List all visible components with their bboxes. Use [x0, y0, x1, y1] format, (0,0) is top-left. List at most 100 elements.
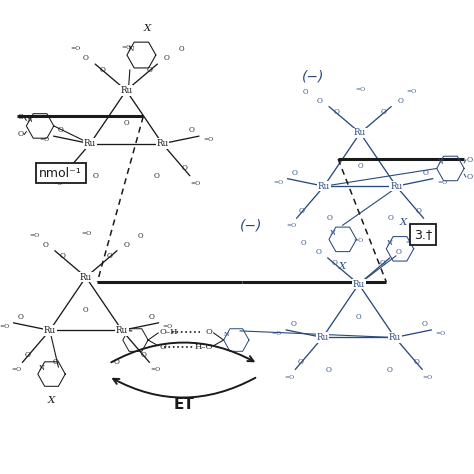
Text: O: O	[178, 45, 184, 53]
Text: X: X	[339, 262, 346, 271]
Text: O: O	[356, 313, 362, 321]
Text: =O: =O	[0, 324, 9, 329]
Text: O: O	[182, 164, 187, 172]
Text: O: O	[333, 108, 339, 116]
Text: =O: =O	[12, 367, 22, 373]
Text: O: O	[154, 172, 160, 180]
Text: O: O	[25, 351, 31, 359]
Text: O: O	[332, 259, 338, 267]
Text: =O: =O	[406, 89, 416, 94]
Text: O: O	[397, 97, 403, 105]
Text: =O: =O	[437, 180, 447, 185]
Text: O: O	[466, 173, 472, 181]
Text: O: O	[327, 214, 332, 222]
Text: O: O	[164, 55, 169, 63]
Text: 3.†: 3.†	[414, 228, 432, 241]
Text: N: N	[38, 364, 45, 372]
Text: O: O	[298, 358, 304, 366]
Text: =O: =O	[150, 367, 160, 373]
Text: O: O	[302, 88, 308, 95]
Text: O: O	[123, 241, 129, 249]
Text: N: N	[123, 332, 129, 337]
Text: X: X	[400, 219, 407, 228]
Text: O: O	[388, 214, 394, 222]
Text: O: O	[83, 55, 89, 63]
Text: O: O	[43, 241, 49, 249]
Text: O: O	[317, 97, 323, 105]
Text: Ru: Ru	[318, 182, 330, 191]
Text: O: O	[141, 351, 147, 359]
Text: N: N	[438, 158, 443, 166]
Text: N: N	[329, 229, 336, 237]
Text: =O: =O	[30, 233, 40, 238]
Text: O: O	[148, 313, 154, 321]
Text: =O: =O	[272, 331, 282, 336]
Text: X: X	[48, 395, 55, 404]
Text: O: O	[107, 252, 113, 260]
Text: Ru: Ru	[120, 86, 132, 95]
Text: Ru: Ru	[390, 182, 402, 191]
Text: O: O	[100, 66, 105, 74]
Text: (−): (−)	[240, 218, 262, 232]
Text: =O: =O	[284, 374, 295, 380]
Text: =O: =O	[405, 240, 415, 245]
Text: O: O	[83, 306, 89, 314]
Text: O: O	[421, 320, 427, 328]
Text: =O: =O	[121, 45, 131, 50]
Text: Ru: Ru	[116, 326, 128, 335]
Text: O: O	[58, 127, 64, 135]
Text: O: O	[316, 248, 321, 256]
Text: O: O	[18, 313, 24, 321]
Text: O: O	[93, 172, 99, 180]
Text: =O: =O	[424, 223, 434, 228]
Text: H–O: H–O	[194, 343, 213, 351]
Text: (−): (−)	[301, 69, 324, 83]
Text: O: O	[292, 169, 298, 177]
Text: Ru: Ru	[353, 280, 365, 289]
Text: O: O	[18, 113, 24, 121]
Text: =O: =O	[286, 223, 296, 228]
Text: O: O	[325, 365, 331, 374]
Text: O: O	[357, 162, 363, 170]
Text: O: O	[422, 169, 428, 177]
Text: =O: =O	[203, 137, 213, 142]
Text: O: O	[299, 207, 305, 215]
Text: nmol⁻¹: nmol⁻¹	[39, 167, 82, 180]
Text: =O: =O	[354, 238, 364, 243]
Text: =O: =O	[39, 137, 49, 142]
Text: O: O	[386, 365, 392, 374]
Text: O: O	[380, 259, 385, 267]
Text: =O: =O	[273, 180, 283, 185]
Text: O: O	[414, 358, 420, 366]
Text: N: N	[27, 116, 33, 124]
Text: Ru: Ru	[389, 333, 401, 342]
Text: O: O	[381, 108, 387, 116]
Text: N: N	[224, 332, 230, 337]
Text: O: O	[189, 127, 195, 135]
Text: O: O	[52, 358, 58, 366]
Text: O–H: O–H	[159, 328, 178, 336]
Text: Ru: Ru	[156, 139, 168, 148]
Text: O: O	[65, 164, 71, 172]
Text: =O: =O	[81, 231, 91, 236]
Text: N: N	[128, 45, 134, 53]
Text: N: N	[387, 239, 393, 247]
Text: O: O	[147, 66, 153, 74]
Text: =O: =O	[163, 324, 173, 329]
Text: Ru: Ru	[84, 139, 96, 148]
Text: =O: =O	[423, 374, 433, 380]
Text: Ru: Ru	[80, 273, 92, 282]
Text: O: O	[415, 207, 421, 215]
Text: O: O	[59, 252, 65, 260]
Text: ET: ET	[174, 397, 195, 412]
Text: Ru: Ru	[354, 128, 366, 137]
Text: Ru: Ru	[317, 333, 329, 342]
Text: =O: =O	[355, 87, 365, 92]
Text: O: O	[291, 320, 296, 328]
Text: O: O	[114, 358, 119, 366]
Text: Ru: Ru	[44, 326, 56, 335]
Text: O: O	[396, 248, 402, 256]
Text: O: O	[123, 119, 129, 128]
Text: =O: =O	[436, 331, 446, 336]
Text: =O: =O	[52, 181, 62, 186]
